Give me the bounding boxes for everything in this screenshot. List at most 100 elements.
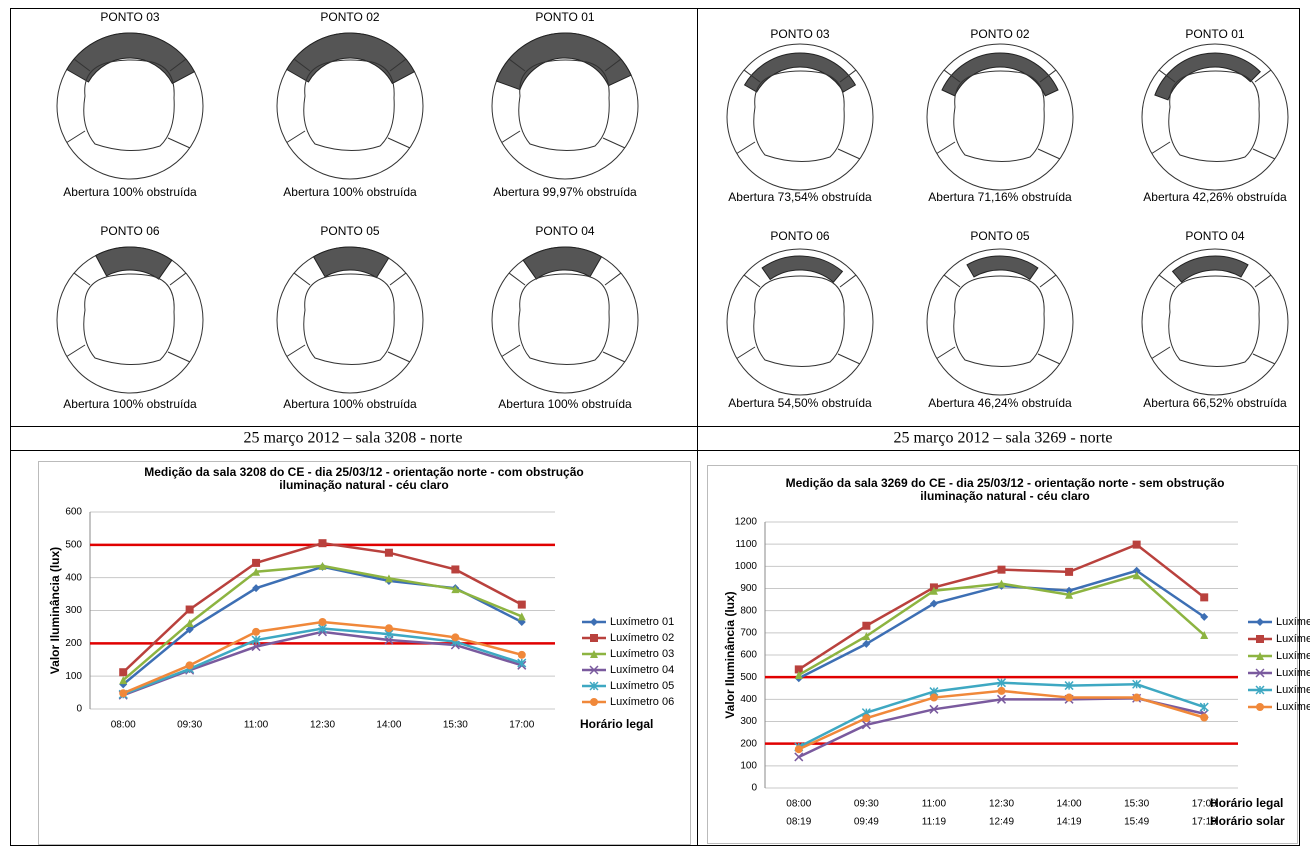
x-tick-label: 17:00 [509,720,534,731]
series-line [799,698,1204,757]
y-tick-label: 300 [65,605,82,616]
x-axis-label: Horário legal [1210,796,1283,810]
x2-tick-label: 14:19 [1057,817,1082,828]
y-tick-label: 100 [740,760,757,771]
legend-label: Luxímetro 04 [610,664,674,676]
x-tick-label: 08:00 [786,799,811,810]
y-tick-label: 400 [740,694,757,705]
x-tick-label: 09:30 [854,799,879,810]
marker [119,689,127,697]
diagram-caption: Abertura 46,24% obstruída [928,396,1072,410]
diagram-caption: Abertura 100% obstruída [63,397,197,411]
point-label: PONTO 04 [1185,229,1244,243]
point-label: PONTO 02 [970,27,1029,41]
x-tick-label: 09:30 [177,720,202,731]
line-chart: Medição da sala 3269 do CE - dia 25/03/1… [723,476,1310,828]
legend-marker [590,618,598,626]
marker [998,687,1006,695]
fisheye-diagram: PONTO 02 Abertura 71,16% obstruída [927,27,1073,204]
diagram-caption: Abertura 100% obstruída [63,185,197,199]
chart-title: iluminação natural - céu claro [279,478,448,492]
table-borders [10,8,1300,846]
legend-label: Luxímetro 05 [610,680,674,692]
y-tick-label: 200 [740,738,757,749]
marker [186,606,194,614]
x2-tick-label: 12:49 [989,817,1014,828]
marker [518,601,526,609]
legend-label: Luxímetro 01 [1276,616,1310,628]
x-tick-label: 11:00 [922,799,947,810]
diagram-caption: Abertura 73,54% obstruída [728,190,872,204]
x-tick-label: 15:30 [443,720,468,731]
diagram-caption: Abertura 71,16% obstruída [928,190,1072,204]
y-tick-label: 600 [740,650,757,661]
marker [451,633,459,641]
x-axis-label: Horário legal [580,717,653,731]
marker [1200,714,1208,722]
x-tick-label: 14:00 [376,720,401,731]
point-label: PONTO 02 [320,10,379,24]
panel-caption: 25 março 2012 – sala 3269 - norte [893,430,1112,447]
x-tick-label: 11:00 [244,720,269,731]
fisheye-diagram: PONTO 04Abertura 100% obstruída [492,224,638,411]
x2-axis-label: Horário solar [1210,814,1285,828]
y-tick-label: 400 [65,572,82,583]
chart-title: iluminação natural - céu claro [920,489,1089,503]
fisheye-diagram: PONTO 06Abertura 54,50% obstruída [727,229,873,410]
fisheye-diagram: PONTO 02Abertura 100% obstruída [277,10,423,199]
legend-label: Luxímetro 05 [1276,684,1310,696]
diagram-caption: Abertura 42,26% obstruída [1143,190,1287,204]
legend-marker [590,698,598,706]
marker [252,628,260,636]
x-tick-label: 15:30 [1124,799,1149,810]
marker [1065,694,1073,702]
marker [319,618,327,626]
fisheye-diagram: PONTO 03Abertura 73,54% obstruída [727,27,873,204]
point-label: PONTO 06 [770,229,829,243]
y-axis-label: Valor Iluminância (lux) [723,591,737,718]
fisheye-diagram: PONTO 05Abertura 46,24% obstruída [927,229,1073,410]
y-tick-label: 200 [65,638,82,649]
legend-label: Luxímetro 01 [610,616,674,628]
marker [998,566,1006,574]
y-tick-label: 900 [740,583,757,594]
fisheye-diagram: PONTO 06Abertura 100% obstruída [57,224,203,411]
y-tick-label: 0 [751,783,757,794]
marker [1200,593,1208,601]
x-tick-label: 08:00 [111,720,136,731]
series-line [799,575,1204,675]
fisheye-diagram: PONTO 01Abertura 99,97% obstruída [492,10,638,199]
y-tick-label: 700 [740,627,757,638]
legend-marker [1256,618,1264,626]
fisheye-diagram: PONTO 03 Abertura 100% obstruída [57,10,203,199]
y-tick-label: 300 [740,716,757,727]
legend-label: Luxímetro 02 [1276,633,1310,645]
marker [862,714,870,722]
y-tick-label: 500 [65,539,82,550]
diagram-caption: Abertura 100% obstruída [283,397,417,411]
point-label: PONTO 03 [100,10,159,24]
marker [385,624,393,632]
point-label: PONTO 01 [1185,27,1244,41]
sky-circle [727,249,873,395]
series-line [799,545,1204,670]
marker [795,745,803,753]
x2-tick-label: 11:19 [922,817,947,828]
x-tick-label: 12:30 [310,720,335,731]
y-tick-label: 500 [740,672,757,683]
chart-title: Medição da sala 3269 do CE - dia 25/03/1… [786,476,1225,490]
marker [1133,541,1141,549]
marker [862,622,870,630]
marker [119,668,127,676]
sky-circle [1142,249,1288,395]
point-label: PONTO 04 [535,224,594,238]
y-tick-label: 100 [65,671,82,682]
x2-tick-label: 08:19 [786,817,811,828]
legend-label: Luxímetro 06 [1276,701,1310,713]
marker [451,565,459,573]
y-tick-label: 800 [740,605,757,616]
legend-marker [590,634,598,642]
line-chart: Medição da sala 3208 do CE - dia 25/03/1… [48,465,674,731]
legend-marker [1256,635,1264,643]
